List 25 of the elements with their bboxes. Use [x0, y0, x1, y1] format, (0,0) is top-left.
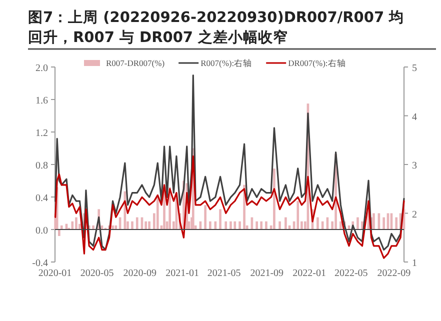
y2-tick-label: 3 — [412, 160, 417, 172]
y-tick-label: 0.8 — [36, 160, 48, 172]
x-tick-label: 2020-01 — [38, 268, 72, 279]
x-tick-label: 2022-01 — [292, 268, 326, 279]
x-tick-label: 2020-09 — [123, 268, 157, 279]
x-tick-label: 2022-05 — [334, 268, 368, 279]
chart-title: 图7：上周 (20220926-20220930)DR007/R007 均回升，R007 与 DR007 之差小幅收窄 — [28, 9, 404, 46]
x-tick-label: 2021-05 — [207, 268, 241, 279]
y-tick-label: 0.4 — [36, 193, 48, 204]
y-tick-label: -0.4 — [32, 258, 48, 269]
y2-tick-label: 5 — [412, 63, 417, 74]
x-tick-label: 2022-09 — [377, 268, 411, 279]
y2-tick-label: 2 — [412, 209, 417, 220]
x-tick-label: 2020-05 — [80, 268, 114, 279]
x-tick-label: 2021-01 — [166, 268, 200, 279]
y-tick-label: 1.6 — [36, 96, 48, 106]
y2-tick-label: 1 — [412, 258, 417, 269]
y-tick-label: 1.2 — [36, 128, 48, 139]
x-tick-label: 2021-09 — [250, 268, 284, 279]
legend-label: R007-DR007(%) — [106, 58, 165, 68]
legend-label: DR007(%):右轴 — [288, 58, 346, 68]
y-tick-label: 0.0 — [36, 226, 48, 236]
legend-label: R007(%):右轴 — [200, 58, 252, 68]
y-tick-label: 2.0 — [36, 63, 48, 74]
y2-tick-label: 4 — [412, 112, 417, 123]
